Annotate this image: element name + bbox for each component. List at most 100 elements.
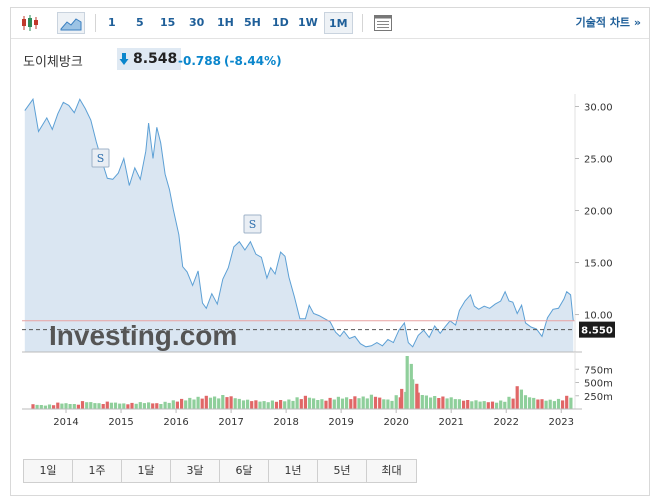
volume-bar (43, 405, 47, 409)
dividend-marker: S (91, 148, 110, 168)
interval-1m[interactable]: 1M (324, 12, 353, 34)
volume-bar (324, 400, 328, 409)
chart-widget: 1 5 15 30 1H 5H 1D 1W 1M 기술적 차트 » 도이체방크 … (10, 7, 650, 496)
period-1d[interactable]: 1일 (24, 460, 73, 482)
last-price-box: 8.548 (117, 48, 182, 70)
interval-1d[interactable]: 1D (272, 16, 289, 29)
volume-bar (52, 405, 56, 409)
volume-bar (270, 400, 274, 409)
volume-bar (258, 401, 262, 409)
toolbar-separator (95, 14, 96, 32)
volume-bar (328, 397, 332, 409)
volume-bar (175, 401, 179, 409)
volume-bar (204, 395, 208, 410)
volume-bar (93, 403, 97, 409)
volume-bar (303, 395, 307, 410)
price-tick-label: 20.00 (584, 207, 613, 218)
watermark-text: Investing.com (49, 320, 237, 351)
time-tick-label: 2021 (438, 417, 463, 428)
volume-bar (424, 395, 428, 409)
volume-bar (373, 396, 378, 409)
volume-bar (254, 400, 258, 409)
volume-bar (437, 398, 441, 409)
interval-1h[interactable]: 1H (217, 16, 234, 29)
volume-bar (64, 403, 68, 409)
volume-bar (151, 403, 155, 409)
volume-bar (453, 399, 457, 409)
interval-30[interactable]: 30 (189, 16, 205, 29)
price-area-fill (24, 99, 574, 352)
time-tick-label: 2019 (328, 417, 353, 428)
volume-bar (113, 402, 118, 409)
volume-bar (192, 399, 196, 409)
volume-bars (31, 356, 573, 410)
volume-bar (109, 402, 113, 409)
last-price: 8.548 (133, 51, 178, 67)
volume-bar (449, 397, 453, 409)
technical-chart-link[interactable]: 기술적 차트 » (575, 16, 641, 29)
volume-bar (411, 379, 415, 409)
period-1m[interactable]: 1달 (122, 460, 171, 482)
volume-bar (167, 402, 171, 409)
interval-15[interactable]: 15 (160, 16, 176, 29)
last-price-tag: 8.550 (579, 321, 615, 338)
volume-bar (503, 401, 507, 409)
period-5y[interactable]: 5년 (318, 460, 367, 482)
dividend-marker-label: S (249, 218, 257, 231)
volume-bar (60, 403, 64, 409)
volume-bar (353, 396, 357, 409)
volume-bar (307, 397, 312, 409)
volume-bar (291, 400, 295, 409)
period-max[interactable]: 최대 (367, 460, 416, 482)
period-6m[interactable]: 6달 (220, 460, 269, 482)
interval-5h[interactable]: 5H (244, 16, 261, 29)
candlestick-chart-icon[interactable] (18, 12, 42, 34)
interval-1w[interactable]: 1W (298, 16, 318, 29)
volume-bar (56, 402, 60, 409)
dividend-marker-box (91, 148, 110, 168)
volume-bar (241, 400, 246, 409)
volume-bar (457, 399, 461, 409)
volume-bar (486, 402, 490, 409)
volume-bar (225, 397, 229, 409)
last-price-tag-box (579, 321, 615, 338)
dividend-marker-box (243, 214, 262, 234)
volume-bar (552, 401, 556, 409)
volume-bar (47, 404, 52, 409)
interval-5[interactable]: 5 (136, 16, 144, 29)
volume-bar (482, 401, 486, 409)
volume-bar (349, 399, 353, 409)
volume-bar (118, 403, 122, 409)
volume-bar (76, 404, 80, 409)
period-3m[interactable]: 3달 (171, 460, 220, 482)
volume-bar (345, 397, 349, 409)
volume-bar (184, 400, 188, 409)
volume-bar (433, 396, 437, 409)
volume-bar (340, 398, 345, 409)
instrument-name: 도이체방크 (23, 55, 83, 70)
price-chart[interactable]: Investing.com S S 30.00 25.00 20.00 15.00 10… (22, 94, 642, 444)
volume-bar (466, 400, 470, 409)
volume-bar (89, 402, 93, 409)
volume-bar (511, 398, 515, 409)
period-selector: 1일 1주 1달 3달 6달 1년 5년 최대 (23, 459, 417, 483)
volume-bar (495, 402, 499, 409)
period-1y[interactable]: 1년 (269, 460, 318, 482)
volume-bar (188, 397, 192, 409)
volume-bar (320, 399, 324, 409)
area-chart-icon[interactable] (57, 12, 85, 34)
volume-bar (130, 402, 134, 409)
price-change-percent: (-8.44%) (224, 54, 282, 68)
table-view-icon[interactable] (371, 12, 395, 34)
volume-bar (565, 395, 569, 410)
volume-bar (515, 386, 519, 409)
period-1w[interactable]: 1주 (73, 460, 122, 482)
volume-bar (31, 404, 35, 409)
volume-bar (441, 396, 445, 409)
volume-bar (85, 402, 89, 409)
price-tick-label: 15.00 (584, 259, 613, 270)
interval-1[interactable]: 1 (108, 16, 116, 29)
time-tick-label: 2018 (273, 417, 298, 428)
price-change: -0.788 (178, 54, 221, 68)
volume-tick-label: 750m (584, 365, 613, 376)
